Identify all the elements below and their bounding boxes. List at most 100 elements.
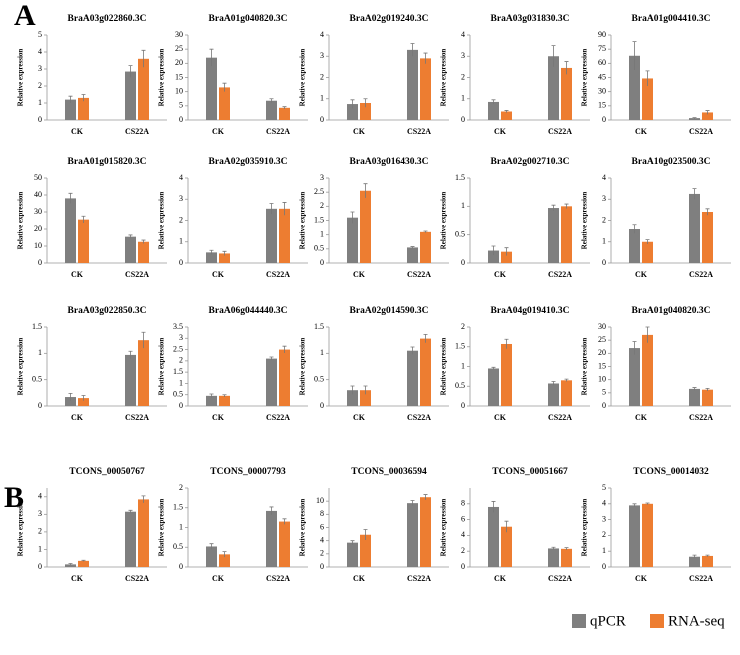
x-tick-label: CK (494, 574, 507, 583)
y-tick-label: 0 (461, 258, 465, 267)
y-tick-label: 25 (598, 335, 606, 344)
x-tick-label: CS22A (125, 270, 149, 279)
x-tick-label: CK (635, 127, 648, 136)
bar (501, 526, 512, 567)
bar (219, 554, 230, 567)
bar (420, 497, 431, 567)
y-axis-label: Relative expression (299, 499, 307, 557)
chart-title: BraA03g031830.3C (491, 14, 570, 24)
bar (206, 57, 217, 120)
error-bar (128, 234, 133, 239)
error-bar (81, 94, 86, 102)
y-tick-label: 1 (38, 348, 42, 357)
y-tick-label: 0 (461, 401, 465, 410)
error-bar (692, 117, 697, 119)
bar (702, 212, 713, 263)
y-tick-label: 3.5 (173, 322, 183, 331)
bar (125, 236, 136, 263)
bar (266, 208, 277, 263)
bar (279, 208, 290, 263)
x-tick-label: CS22A (125, 413, 149, 422)
y-tick-label: 0 (38, 401, 42, 410)
x-tick-label: CS22A (689, 127, 713, 136)
bar (420, 231, 431, 263)
error-bar (491, 366, 496, 370)
y-tick-label: 0 (461, 562, 465, 571)
error-bar (81, 559, 86, 562)
y-axis-label: Relative expression (440, 49, 448, 107)
y-tick-label: 1 (38, 544, 42, 553)
chart-title: BraA03g016430.3C (350, 157, 429, 167)
bar (702, 555, 713, 567)
bar (266, 510, 277, 567)
x-tick-label: CK (212, 127, 225, 136)
x-tick-label: CK (212, 270, 225, 279)
y-tick-label: 1.5 (455, 342, 465, 351)
bar (548, 383, 559, 406)
error-bar (705, 110, 710, 115)
y-tick-label: 1 (320, 94, 324, 103)
bar (360, 190, 371, 263)
y-tick-label: 25 (175, 44, 183, 53)
error-bar (564, 61, 569, 75)
y-tick-label: 3 (38, 64, 42, 73)
error-bar (632, 224, 637, 234)
bar (219, 395, 230, 406)
y-tick-label: 0.5 (32, 374, 42, 383)
y-tick-label: 0.5 (455, 381, 465, 390)
y-tick-label: 3 (179, 194, 183, 203)
bar (488, 250, 499, 263)
y-tick-label: 0 (179, 562, 183, 571)
legend-swatch (572, 614, 586, 628)
error-bar (269, 203, 274, 215)
y-tick-label: 0 (38, 562, 42, 571)
x-tick-label: CS22A (689, 574, 713, 583)
x-tick-label: CK (635, 413, 648, 422)
y-tick-label: 30 (598, 86, 606, 95)
error-bar (551, 45, 556, 67)
error-bar (645, 239, 650, 244)
x-tick-label: CK (494, 413, 507, 422)
y-tick-label: 2 (320, 72, 324, 81)
error-bar (692, 554, 697, 559)
bar (360, 103, 371, 120)
error-bar (551, 381, 556, 386)
y-tick-label: 20 (175, 58, 183, 67)
bar (689, 193, 700, 263)
bar (488, 101, 499, 120)
y-tick-label: 0 (320, 562, 324, 571)
y-tick-label: 45 (598, 72, 606, 81)
error-bar (504, 338, 509, 349)
bar (65, 397, 76, 406)
bar (266, 100, 277, 120)
y-axis-label: Relative expression (440, 499, 448, 557)
y-tick-label: 2 (179, 215, 183, 224)
y-tick-label: 2 (461, 322, 465, 331)
error-bar (81, 215, 86, 224)
bar (266, 358, 277, 406)
error-bar (350, 99, 355, 109)
y-axis-label: Relative expression (581, 192, 589, 250)
bar (629, 229, 640, 263)
error-bar (222, 250, 227, 256)
y-tick-label: 30 (175, 30, 183, 39)
error-bar (269, 356, 274, 361)
x-tick-label: CK (71, 574, 84, 583)
y-tick-label: 4 (38, 492, 42, 501)
error-bar (564, 378, 569, 382)
chart-title: BraA02g035910.3C (209, 157, 288, 167)
bar (125, 511, 136, 567)
bar (78, 560, 89, 567)
error-bar (410, 346, 415, 355)
error-bar (363, 529, 368, 541)
y-tick-label: 3 (320, 51, 324, 60)
y-axis-label: Relative expression (17, 338, 25, 396)
y-axis-label: Relative expression (299, 192, 307, 250)
bar (125, 354, 136, 406)
y-tick-label: 20 (598, 348, 606, 357)
error-bar (282, 518, 287, 525)
error-bar (551, 204, 556, 211)
y-tick-label: 8 (461, 499, 465, 508)
y-tick-label: 1 (461, 201, 465, 210)
